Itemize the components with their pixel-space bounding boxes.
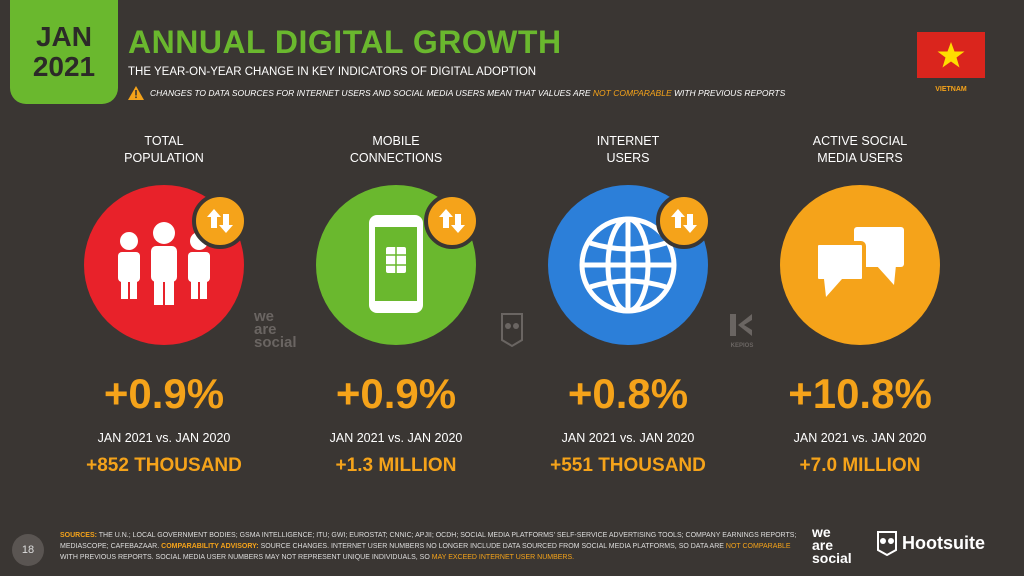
we-are-social-watermark: we are social xyxy=(254,308,297,351)
country-label: VIETNAM xyxy=(935,86,967,93)
hootsuite-owl-watermark-icon xyxy=(501,313,523,348)
up-down-arrows-icon xyxy=(192,193,248,249)
metric-label: INTERNET USERS xyxy=(596,134,660,165)
metric-social-media-users: ACTIVE SOCIAL MEDIA USERS +10.8% JAN 2021… xyxy=(760,133,960,476)
change-absolute: +551 THOUSAND xyxy=(550,455,706,476)
comparison-period: JAN 2021 vs. JAN 2020 xyxy=(97,431,231,445)
date-month: JAN xyxy=(35,21,92,52)
comparison-period: JAN 2021 vs. JAN 2020 xyxy=(561,431,695,445)
metric-label: ACTIVE SOCIAL MEDIA USERS xyxy=(812,134,908,165)
kepios-logo-icon xyxy=(730,314,752,336)
chat-bubbles-icon xyxy=(780,185,940,345)
change-percent: +0.9% xyxy=(335,370,457,417)
up-down-arrows-icon xyxy=(424,193,480,249)
change-percent: +0.8% xyxy=(567,370,689,417)
hootsuite-logo: Hootsuite xyxy=(876,530,985,556)
metric-label: TOTAL POPULATION xyxy=(124,134,204,165)
change-absolute: +7.0 MILLION xyxy=(799,455,921,476)
comparison-period: JAN 2021 vs. JAN 2020 xyxy=(793,431,927,445)
warning-text-end: WITH PREVIOUS REPORTS xyxy=(673,88,786,98)
warning-note: CHANGES TO DATA SOURCES FOR INTERNET USE… xyxy=(128,86,785,100)
date-year: 2021 xyxy=(32,51,96,82)
vietnam-flag-icon xyxy=(917,32,985,78)
footer: 18 SOURCES: THE U.N.; LOCAL GOVERNMENT B… xyxy=(0,520,1024,576)
comparison-period: JAN 2021 vs. JAN 2020 xyxy=(329,431,463,445)
metric-label: MOBILE CONNECTIONS xyxy=(349,134,443,165)
hootsuite-owl-icon xyxy=(877,531,897,556)
up-down-arrows-icon xyxy=(656,193,712,249)
star-icon xyxy=(937,42,965,68)
change-absolute: +852 THOUSAND xyxy=(86,455,242,476)
warning-text: CHANGES TO DATA SOURCES FOR INTERNET USE… xyxy=(150,88,591,98)
date-badge: JAN 2021 xyxy=(10,0,118,104)
we-are-social-logo: we are social xyxy=(812,524,852,566)
metric-mobile-connections: MOBILE CONNECTIONS +0.9% JAN 2021 vs. JAN… xyxy=(296,133,496,476)
page-number: 18 xyxy=(12,534,44,566)
change-absolute: +1.3 MILLION xyxy=(335,455,457,476)
page-subtitle: THE YEAR-ON-YEAR CHANGE IN KEY INDICATOR… xyxy=(128,66,537,78)
sources-text: SOURCES: THE U.N.; LOCAL GOVERNMENT BODI… xyxy=(60,532,797,561)
change-percent: +0.9% xyxy=(103,370,225,417)
metric-internet-users: INTERNET USERS +0.8% JAN 2021 vs. JAN 202… xyxy=(528,133,728,476)
metric-population: TOTAL POPULATION +0.9% JAN 2021 vs. JAN 2… xyxy=(64,133,264,476)
change-percent: +10.8% xyxy=(788,370,932,417)
warning-highlight: NOT COMPARABLE xyxy=(592,88,672,98)
warning-icon xyxy=(128,86,144,100)
kepios-watermark: KEPIOS xyxy=(728,312,756,349)
page-title: ANNUAL DIGITAL GROWTH xyxy=(128,24,562,60)
